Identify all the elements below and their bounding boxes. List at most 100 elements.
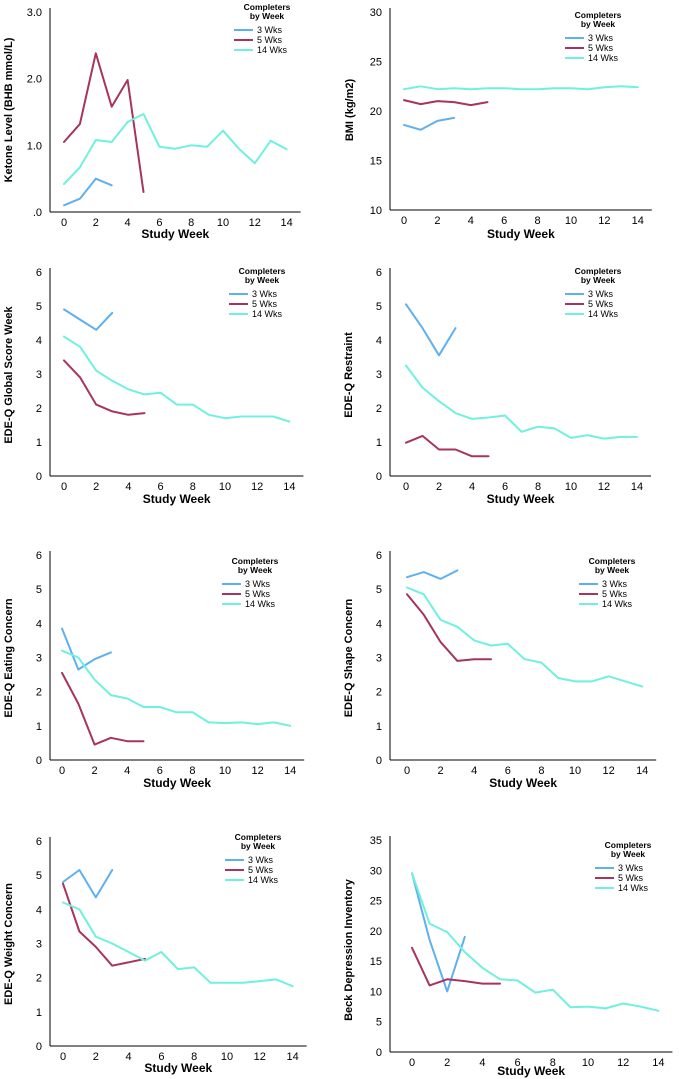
legend-label-5-wks: 5 Wks (588, 299, 614, 309)
legend-title-line2: by Week (595, 565, 630, 575)
x-tick-label: 0 (61, 481, 67, 493)
x-tick-label: 4 (125, 481, 131, 493)
y-tick-label: 30 (370, 7, 382, 19)
series-line-3-wks (62, 869, 114, 899)
x-tick-label: 6 (158, 481, 164, 493)
y-tick-label: .0 (33, 207, 42, 219)
legend-label-3-wks: 3 Wks (248, 855, 274, 865)
x-tick-label: 2 (436, 481, 442, 493)
x-tick-label: 12 (602, 765, 614, 777)
series-line-3-wks (411, 872, 466, 993)
series-line-5-wks (403, 99, 489, 107)
x-tick-label: 4 (125, 217, 131, 229)
y-tick-label: 2 (376, 687, 382, 699)
series-line-14-wks (62, 901, 294, 988)
y-tick-label: 0 (376, 1047, 382, 1059)
legend-label-3-wks: 3 Wks (602, 579, 628, 589)
y-tick-label: 4 (376, 618, 382, 630)
y-tick-label: 1 (376, 437, 382, 449)
legend-title-line1: Completers (575, 10, 622, 20)
chart-panel-2: 0 2 4 6 8 10 12 14 10 15 20 25 30 Study Week BMI (kg/m… (344, 7, 652, 241)
x-tick-label: 14 (632, 215, 644, 227)
x-tick-label: 0 (409, 1057, 415, 1069)
legend-label-3-wks: 3 Wks (588, 289, 614, 299)
y-tick-label: 4 (36, 618, 42, 630)
y-tick-label: 5 (376, 584, 382, 596)
y-tick-label: 10 (370, 986, 382, 998)
x-tick-label: 10 (221, 1051, 233, 1063)
legend-title-line1: Completers (232, 556, 279, 566)
legend-label-3-wks: 3 Wks (245, 579, 271, 589)
series-line-5-wks (62, 882, 146, 967)
series-line-14-wks (61, 649, 292, 727)
x-tick-label: 10 (582, 1057, 594, 1069)
legend-label-3-wks: 3 Wks (588, 33, 614, 43)
x-tick-label: 14 (636, 765, 648, 777)
series-line-14-wks (63, 113, 288, 185)
y-tick-label: 3 (36, 939, 42, 951)
x-tick-label: 10 (565, 215, 577, 227)
y-tick-label: 4 (36, 335, 42, 347)
y-tick-label: 2.0 (27, 74, 42, 86)
series-line-3-wks (63, 177, 113, 207)
x-tick-label: 14 (652, 1057, 664, 1069)
series-line-5-wks (405, 434, 490, 458)
y-axis-title: Ketone Level (BHB mmol/L) (3, 37, 15, 182)
legend-label-14-wks: 14 Wks (602, 599, 633, 609)
x-tick-label: 8 (550, 1057, 556, 1069)
y-tick-label: 4 (36, 904, 42, 916)
x-tick-label: 12 (617, 1057, 629, 1069)
x-tick-label: 14 (280, 217, 292, 229)
y-tick-label: 1 (36, 1007, 42, 1019)
x-tick-label: 14 (284, 765, 296, 777)
y-tick-label: 6 (376, 550, 382, 562)
x-tick-label: 12 (251, 765, 263, 777)
y-axis-title: EDE-Q Weight Concern (3, 883, 15, 1005)
legend-label-3-wks: 3 Wks (618, 863, 644, 873)
x-tick-label: 10 (219, 765, 231, 777)
legend-title-line2: by Week (245, 275, 280, 285)
x-tick-label: 0 (401, 215, 407, 227)
x-tick-label: 2 (438, 765, 444, 777)
series-line-3-wks (405, 303, 457, 357)
x-tick-label: 8 (190, 481, 196, 493)
x-tick-label: 12 (249, 217, 261, 229)
series-line-14-wks (406, 586, 644, 688)
x-tick-label: 2 (434, 215, 440, 227)
series-line-5-wks (411, 946, 501, 987)
legend-title-line2: by Week (611, 849, 646, 859)
legend-label-5-wks: 5 Wks (248, 865, 274, 875)
y-tick-label: 10 (370, 205, 382, 217)
x-axis-title: Study Week (487, 492, 555, 506)
y-tick-label: 6 (36, 550, 42, 562)
x-tick-label: 12 (251, 481, 263, 493)
x-tick-label: 4 (468, 215, 474, 227)
y-tick-label: 1.0 (27, 140, 42, 152)
x-tick-label: 6 (158, 1051, 164, 1063)
y-tick-label: 15 (370, 156, 382, 168)
x-axis-title: Study Week (489, 776, 557, 790)
x-tick-label: 10 (217, 217, 229, 229)
y-tick-label: 6 (376, 267, 382, 279)
x-tick-label: 4 (471, 765, 477, 777)
series-line-5-wks (63, 359, 146, 416)
y-tick-label: 2 (36, 687, 42, 699)
x-tick-label: 0 (403, 481, 409, 493)
series-line-5-wks (61, 671, 145, 746)
legend-title-line1: Completers (239, 266, 286, 276)
x-axis-title: Study Week (487, 227, 555, 241)
y-tick-label: 1 (36, 437, 42, 449)
chart-panel-8: 0 2 4 6 8 10 12 14 0 5 10 15 20 25 30 35 Study Week Beck … (343, 835, 673, 1078)
y-tick-label: 3 (36, 369, 42, 381)
x-axis-title: Study Week (143, 492, 211, 506)
x-tick-label: 4 (469, 481, 475, 493)
x-tick-label: 4 (479, 1057, 485, 1069)
legend-label-14-wks: 14 Wks (248, 875, 279, 885)
